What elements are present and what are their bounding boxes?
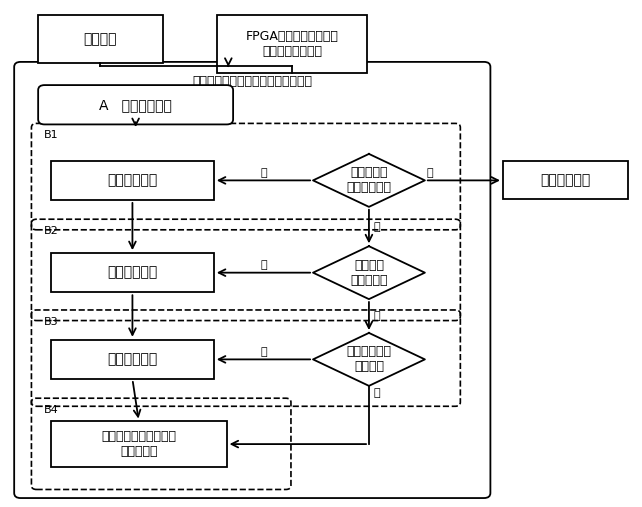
FancyBboxPatch shape bbox=[38, 15, 163, 63]
Polygon shape bbox=[313, 333, 425, 386]
Text: 基于内思特罗夫动量法
的梯度更新: 基于内思特罗夫动量法 的梯度更新 bbox=[101, 430, 177, 458]
Polygon shape bbox=[313, 154, 425, 207]
FancyBboxPatch shape bbox=[51, 253, 214, 293]
Text: 否: 否 bbox=[260, 347, 267, 357]
Text: 是否满足时
钟路由限制？: 是否满足时 钟路由限制？ bbox=[347, 166, 392, 194]
Text: FPGA芯片布局限制（包
括时钟路由限制）: FPGA芯片布局限制（包 括时钟路由限制） bbox=[246, 30, 339, 58]
FancyBboxPatch shape bbox=[217, 15, 367, 73]
Text: B1: B1 bbox=[44, 130, 59, 140]
Text: 更新密度乘子: 更新密度乘子 bbox=[107, 352, 157, 367]
Text: 器件密度是否
足够小？: 器件密度是否 足够小？ bbox=[347, 345, 392, 373]
Text: 调整器件面积: 调整器件面积 bbox=[107, 266, 157, 280]
Text: 全局布局结果: 全局布局结果 bbox=[540, 173, 590, 188]
Text: B2: B2 bbox=[44, 226, 59, 236]
Text: 是: 是 bbox=[373, 388, 380, 399]
Text: 否: 否 bbox=[373, 222, 380, 232]
Text: 是: 是 bbox=[427, 168, 433, 178]
Polygon shape bbox=[313, 246, 425, 299]
FancyBboxPatch shape bbox=[51, 161, 214, 200]
FancyBboxPatch shape bbox=[503, 161, 627, 199]
Text: 更新时钟乘子: 更新时钟乘子 bbox=[107, 173, 157, 188]
FancyBboxPatch shape bbox=[51, 340, 214, 379]
FancyBboxPatch shape bbox=[51, 421, 227, 467]
FancyBboxPatch shape bbox=[38, 85, 233, 124]
Text: 是: 是 bbox=[373, 311, 380, 321]
Text: A   建立优化模型: A 建立优化模型 bbox=[99, 98, 172, 112]
Text: 否: 否 bbox=[260, 168, 267, 178]
Text: 是否存在
路由拥塞？: 是否存在 路由拥塞？ bbox=[350, 259, 388, 286]
Text: 电路网表: 电路网表 bbox=[83, 32, 117, 46]
FancyBboxPatch shape bbox=[14, 62, 490, 498]
Text: 基于多电场系统的时钟驱动全局布局: 基于多电场系统的时钟驱动全局布局 bbox=[193, 75, 312, 88]
Text: 是: 是 bbox=[260, 260, 267, 270]
Text: B4: B4 bbox=[44, 405, 59, 415]
Text: B3: B3 bbox=[44, 316, 59, 327]
